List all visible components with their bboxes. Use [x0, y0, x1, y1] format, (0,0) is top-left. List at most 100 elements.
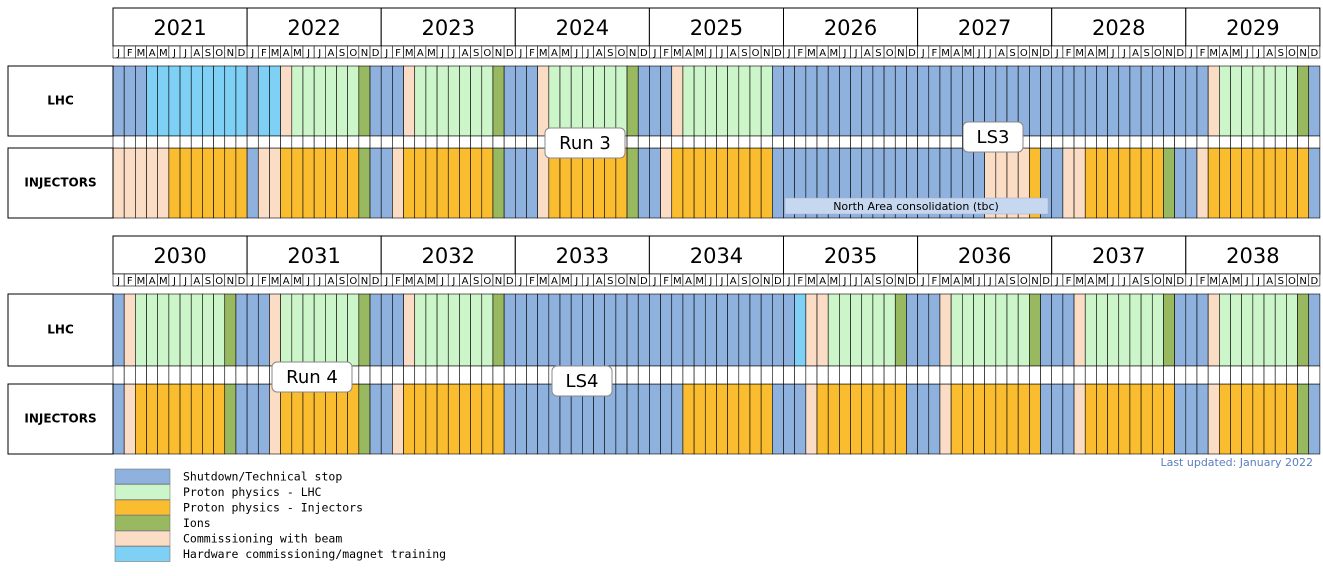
month-label: D — [372, 276, 380, 287]
legend-label: Ions — [183, 516, 211, 530]
month-status — [749, 147, 762, 219]
month-status — [1308, 293, 1321, 367]
month-status — [671, 383, 684, 455]
month-label: N — [227, 276, 234, 287]
month-label: A — [730, 48, 737, 59]
year-label: 2030 — [153, 244, 206, 268]
month-label: N — [763, 276, 770, 287]
month-status — [436, 293, 449, 367]
month-status — [1151, 147, 1164, 219]
month-status — [537, 293, 550, 367]
gap-cell — [436, 365, 449, 385]
month-status — [716, 383, 728, 455]
month-label: A — [193, 276, 200, 287]
month-status — [291, 293, 304, 367]
month-label: D — [1176, 48, 1184, 59]
gap-cell — [1274, 365, 1287, 385]
month-status — [973, 293, 985, 367]
month-status — [123, 293, 136, 367]
month-status — [593, 293, 606, 367]
month-label: A — [1087, 48, 1094, 59]
legend-label: Commissioning with beam — [183, 532, 342, 546]
gap-cell — [1174, 365, 1187, 385]
month-status — [872, 293, 885, 367]
month-label: A — [596, 276, 603, 287]
month-status — [470, 293, 483, 367]
month-status — [716, 147, 728, 219]
month-label: J — [317, 276, 321, 287]
month-status — [693, 147, 706, 219]
run-label-box — [544, 127, 626, 159]
month-label: O — [483, 276, 491, 287]
month-status — [123, 147, 136, 219]
gap-cell — [1308, 365, 1321, 385]
month-label: M — [427, 48, 436, 59]
gap-cell — [1062, 135, 1075, 149]
month-label: A — [551, 48, 558, 59]
row-label: LHC — [47, 323, 74, 337]
month-status — [883, 293, 896, 367]
phase-label-box — [551, 365, 613, 397]
month-status — [257, 293, 270, 367]
gap-cell — [1207, 135, 1220, 149]
gap-cell — [693, 135, 706, 149]
month-label: S — [205, 48, 211, 59]
month-label: F — [261, 276, 267, 287]
month-status — [1073, 65, 1086, 137]
month-status — [727, 65, 740, 137]
gap-cell — [1017, 365, 1030, 385]
month-label: J — [1111, 276, 1115, 287]
gap-cell — [783, 365, 795, 385]
month-status — [235, 147, 248, 219]
month-label: F — [797, 276, 803, 287]
gap-cell — [235, 365, 248, 385]
month-status — [626, 65, 639, 137]
month-label: J — [787, 48, 791, 59]
month-status — [179, 293, 192, 367]
month-label: F — [529, 48, 535, 59]
row-header — [7, 65, 114, 137]
month-status — [224, 147, 237, 219]
gap-cell — [481, 365, 494, 385]
month-status — [1196, 147, 1209, 219]
month-status — [760, 293, 773, 367]
gap-cell — [123, 135, 136, 149]
month-status — [1174, 65, 1187, 137]
month-label: J — [440, 48, 444, 59]
gap-cell — [928, 135, 941, 149]
gap-cell — [917, 365, 930, 385]
month-status — [157, 65, 170, 137]
month-label: J — [518, 48, 522, 59]
month-label: M — [807, 48, 816, 59]
month-status — [369, 293, 382, 367]
year-cell — [917, 235, 1053, 275]
gap-cell — [906, 135, 918, 149]
month-label: O — [1288, 276, 1296, 287]
gap-cell — [861, 135, 874, 149]
month-status — [492, 147, 505, 219]
month-label: A — [283, 48, 290, 59]
month-status — [872, 383, 885, 455]
month-status — [514, 383, 527, 455]
month-status — [682, 293, 695, 367]
month-status — [514, 293, 527, 367]
month-status — [157, 383, 170, 455]
month-status — [414, 383, 427, 455]
month-label: S — [339, 276, 345, 287]
month-status — [537, 383, 550, 455]
month-status — [1062, 147, 1075, 219]
month-status — [470, 65, 483, 137]
month-label: A — [1132, 276, 1139, 287]
month-status — [202, 383, 214, 455]
gap-cell — [1040, 365, 1053, 385]
month-label: F — [1200, 48, 1206, 59]
month-label: F — [395, 276, 401, 287]
gap-cell — [112, 135, 125, 149]
month-status — [839, 65, 851, 137]
month-status — [112, 65, 125, 137]
year-cell — [514, 235, 650, 275]
month-status — [1241, 383, 1254, 455]
month-status — [447, 383, 460, 455]
month-status — [1129, 383, 1142, 455]
gap-cell — [1196, 135, 1209, 149]
